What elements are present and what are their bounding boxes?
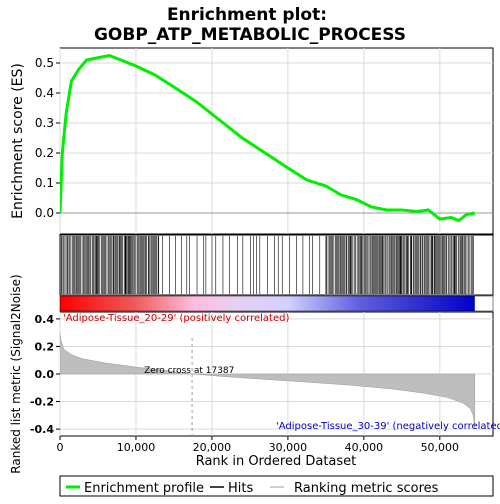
metric-y-axis: -0.4 -0.2 0.0 0.2 0.4 <box>30 313 60 436</box>
legend-enrichment-label: Enrichment profile <box>84 481 204 496</box>
es-y-tick-label: 0.0 <box>35 206 54 220</box>
metric-y-axis-label: Ranked list metric (Signal2Noise) <box>9 274 23 473</box>
hit-marks <box>59 236 474 294</box>
x-tick-label: 40,000 <box>345 441 384 454</box>
es-y-axis-label: Enrichment score (ES) <box>10 63 26 219</box>
metric-area <box>60 332 476 430</box>
legend-hits-label: Hits <box>228 481 253 496</box>
x-tick-label: 0 <box>57 441 64 454</box>
es-y-axis: 0.0 0.1 0.2 0.3 0.4 0.5 <box>35 56 60 220</box>
rank-color-bar <box>60 296 475 311</box>
positive-correlation-label: 'Adipose-Tissue_20-29' (positively corre… <box>63 313 289 324</box>
legend-metric-label: Ranking metric scores <box>294 481 439 496</box>
zero-cross-label: Zero cross at 17387 <box>144 366 234 376</box>
chart-title-line2: GOBP_ATP_METABOLIC_PROCESS <box>94 25 406 45</box>
es-y-tick-label: 0.5 <box>35 56 54 70</box>
x-axis: 0 10,000 20,000 30,000 40,000 50,000 <box>57 436 460 454</box>
x-tick-label: 20,000 <box>193 441 232 454</box>
chart-title-line1: Enrichment plot: <box>167 5 327 25</box>
es-y-tick-label: 0.3 <box>35 116 54 130</box>
es-y-tick-label: 0.2 <box>35 146 54 160</box>
es-profile-line <box>60 53 476 223</box>
x-tick-label: 10,000 <box>117 441 156 454</box>
es-panel-frame <box>59 47 494 235</box>
x-tick-label: 50,000 <box>421 441 460 454</box>
metric-y-tick-label: -0.2 <box>30 396 54 409</box>
metric-y-tick-label: 0.2 <box>35 340 55 353</box>
metric-y-tick-label: 0.0 <box>35 368 55 381</box>
metric-y-tick-label: 0.4 <box>35 313 55 326</box>
es-y-tick-label: 0.1 <box>35 176 54 190</box>
es-y-tick-label: 0.4 <box>35 86 54 100</box>
x-axis-label: Rank in Ordered Dataset <box>196 454 357 469</box>
legend-box <box>59 475 494 497</box>
x-tick-label: 30,000 <box>269 441 308 454</box>
negative-correlation-label: 'Adipose-Tissue_30-39' (negatively corre… <box>276 421 500 432</box>
rank-color-bar-frame <box>59 295 494 312</box>
metric-y-tick-label: -0.4 <box>30 423 54 436</box>
